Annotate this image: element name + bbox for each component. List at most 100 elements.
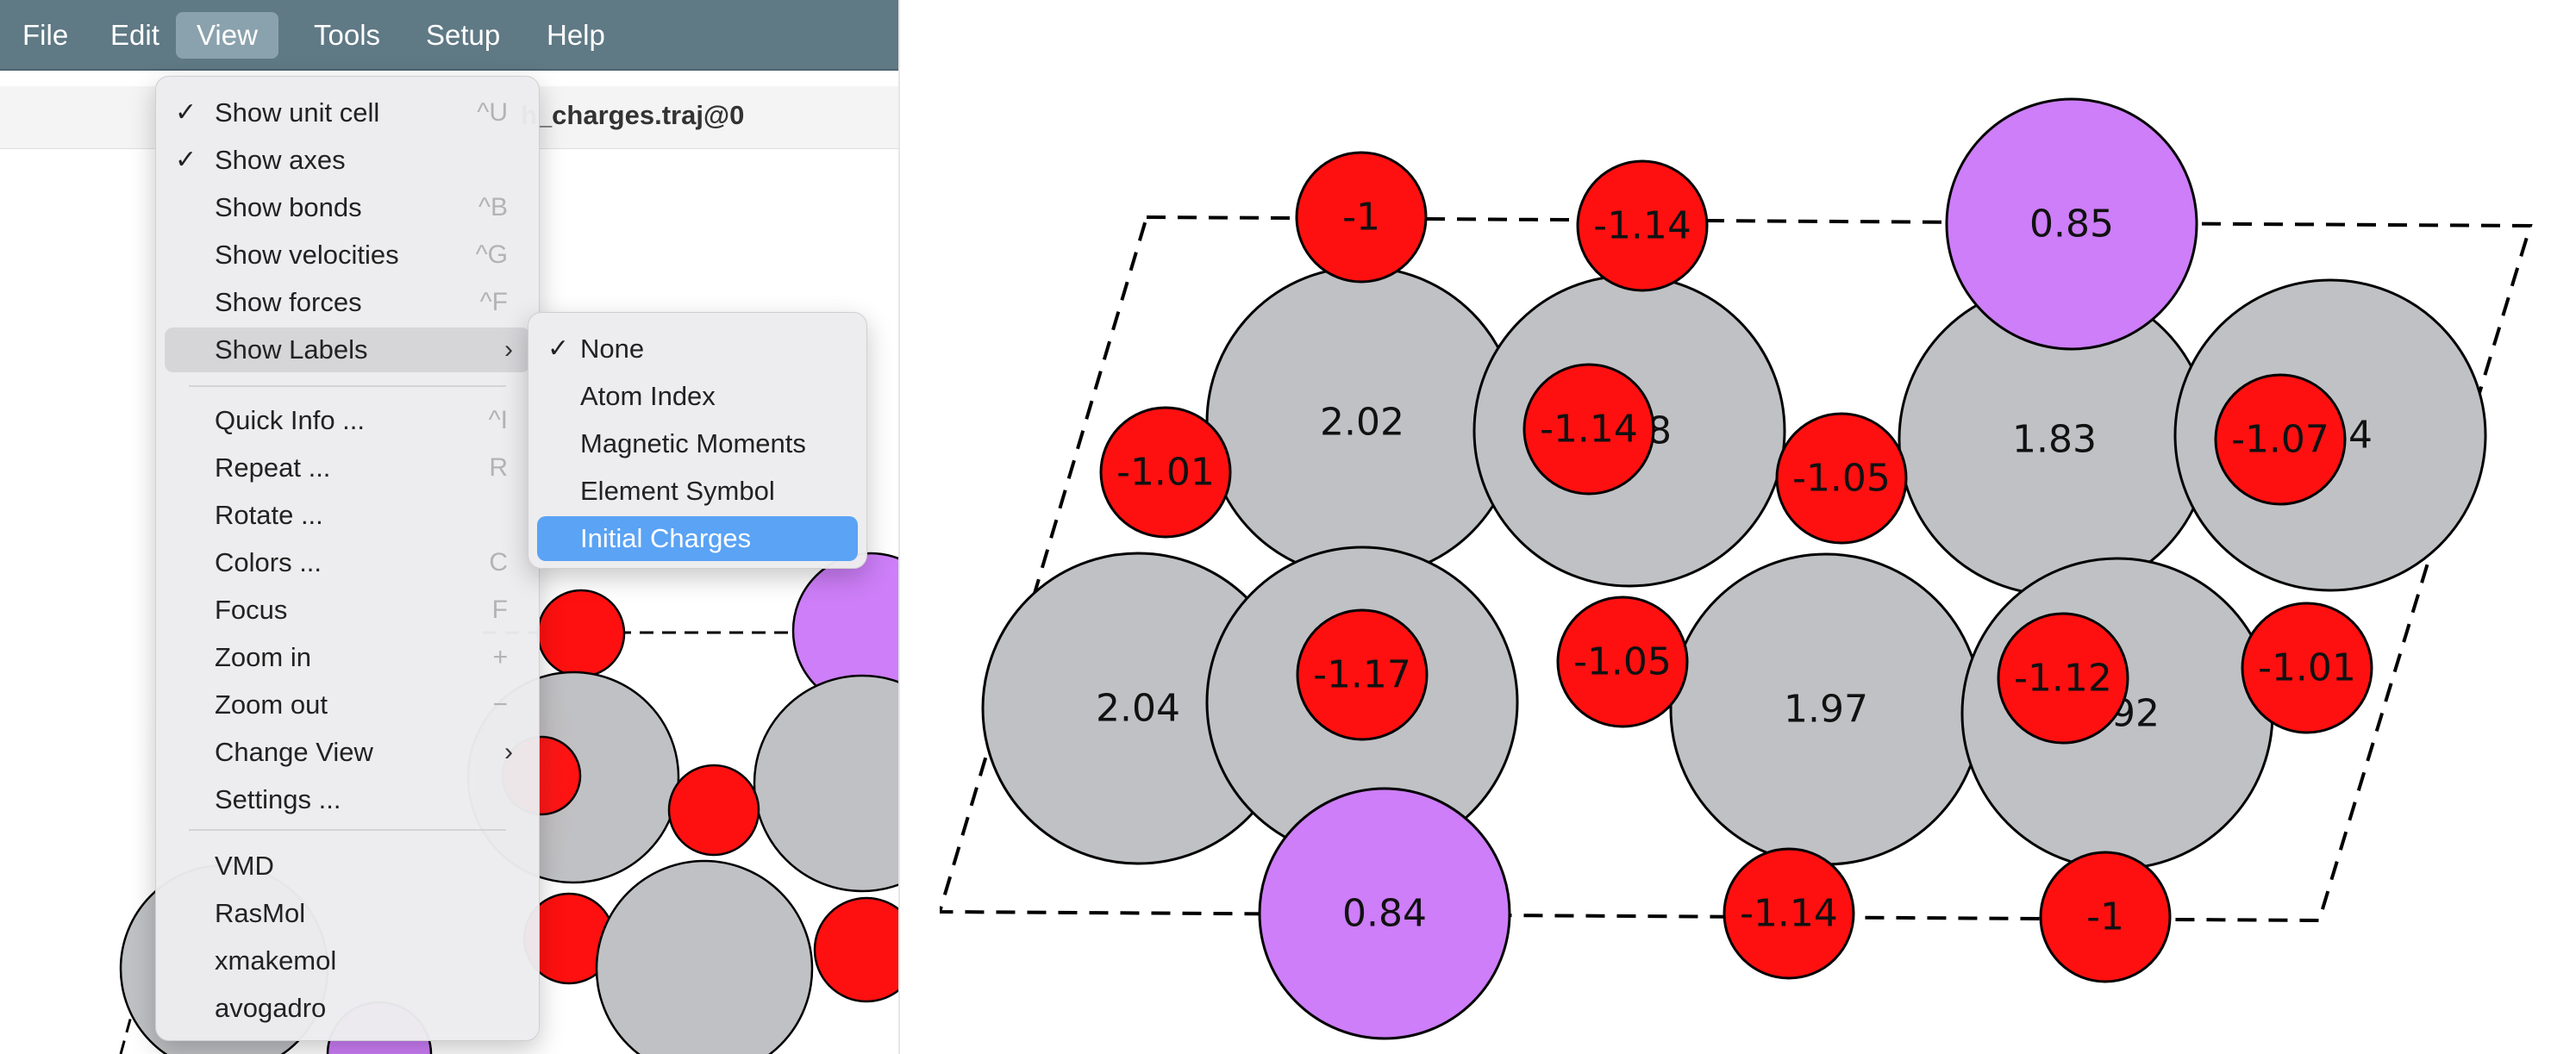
menu-item-show-axes[interactable]: ✓ Show axes <box>165 138 530 183</box>
menu-item-label: Change View <box>215 737 373 767</box>
menu-item-label: Show unit cell <box>215 97 380 128</box>
charge-label: -1.01 <box>1116 451 1215 495</box>
charge-label: 1.97 <box>1784 688 1868 732</box>
atom-circle[interactable] <box>595 859 814 1054</box>
submenu-item-none[interactable]: ✓ None <box>537 327 858 371</box>
menu-item-vmd[interactable]: VMD <box>165 844 530 889</box>
menu-item-settings[interactable]: Settings ... <box>165 777 530 822</box>
menu-item-label: Quick Info ... <box>215 405 366 435</box>
menu-item-rasmol[interactable]: RasMol <box>165 891 530 936</box>
atom-red[interactable] <box>1296 608 1429 741</box>
submenu-item-element-symbol[interactable]: Element Symbol <box>537 469 858 514</box>
menu-item-label: Show velocities <box>215 240 399 270</box>
menu-item-show-forces[interactable]: Show forces ^F <box>165 280 530 325</box>
menu-item-label: Element Symbol <box>580 476 775 506</box>
atom-circle[interactable] <box>753 674 898 893</box>
charge-label: -1.12 <box>2014 657 2112 701</box>
menu-item-label: avogadro <box>215 993 327 1023</box>
atom-red[interactable] <box>1099 406 1232 539</box>
atom-red[interactable] <box>2241 602 2373 734</box>
atom-purple[interactable] <box>1258 787 1511 1040</box>
menu-item-label: Zoom in <box>215 642 311 672</box>
charge-label: -1.07 <box>2231 418 2329 462</box>
check-icon: ✓ <box>175 98 197 127</box>
menu-item-change-view[interactable]: Change View › <box>165 730 530 775</box>
menu-item-label: Show Labels <box>215 334 368 365</box>
submenu-item-initial-charges[interactable]: Initial Charges <box>537 516 858 561</box>
menu-item-shortcut: + <box>492 643 508 671</box>
charge-label: -1.17 <box>1313 653 1411 697</box>
atom-red[interactable] <box>1556 596 1689 728</box>
atom-circle[interactable] <box>667 764 760 857</box>
menu-help[interactable]: Help <box>547 19 605 51</box>
menu-item-rotate[interactable]: Rotate ... <box>165 493 530 538</box>
atom-red[interactable] <box>2039 851 2172 983</box>
menu-bar: File Edit View Tools Setup Help <box>0 0 898 71</box>
menu-item-show-velocities[interactable]: Show velocities ^G <box>165 233 530 278</box>
menu-view[interactable]: View <box>176 12 278 59</box>
charge-label: -1.14 <box>1740 892 1838 936</box>
atom-red[interactable] <box>1775 412 1908 545</box>
chevron-right-icon: › <box>504 738 513 766</box>
menu-item-shortcut: − <box>492 690 508 719</box>
check-icon: ✓ <box>547 334 570 363</box>
submenu-item-atom-index[interactable]: Atom Index <box>537 374 858 419</box>
menu-item-colors[interactable]: Colors ... C <box>165 540 530 585</box>
atom-red[interactable] <box>1997 612 2129 745</box>
menu-item-show-unit-cell[interactable]: ✓ Show unit cell ^U <box>165 90 530 135</box>
menu-item-avogadro[interactable]: avogadro <box>165 986 530 1031</box>
menu-item-label: Atom Index <box>580 381 716 411</box>
atom-red[interactable] <box>1723 847 1855 980</box>
menu-item-label: Settings ... <box>215 784 341 814</box>
atom-red[interactable] <box>2214 373 2347 506</box>
atom-red[interactable] <box>1295 151 1428 284</box>
menu-item-label: None <box>580 334 645 364</box>
atom-circle[interactable] <box>536 589 626 678</box>
menu-item-label: Show axes <box>215 145 346 175</box>
check-icon: ✓ <box>175 146 197 174</box>
charge-label: -1.05 <box>1573 640 1672 684</box>
charge-label: -1.14 <box>1540 408 1638 452</box>
menu-tools[interactable]: Tools <box>314 19 381 51</box>
atom-circle[interactable] <box>813 896 898 1003</box>
menu-item-shortcut: ^I <box>488 406 508 434</box>
submenu-item-magnetic-moments[interactable]: Magnetic Moments <box>537 421 858 466</box>
menu-item-label: xmakemol <box>215 945 337 976</box>
charge-label: -1.05 <box>1792 457 1891 501</box>
menu-item-label: Show bonds <box>215 192 362 222</box>
view-menu: ✓ Show unit cell ^U ✓ Show axes Show bon… <box>155 76 540 1041</box>
menu-item-zoom-in[interactable]: Zoom in + <box>165 635 530 680</box>
menu-item-quick-info[interactable]: Quick Info ... ^I <box>165 398 530 443</box>
atom-red[interactable] <box>1522 363 1655 496</box>
panel-divider <box>898 0 900 1054</box>
menu-item-show-labels[interactable]: Show Labels › <box>165 327 530 372</box>
charge-label: -1 <box>1342 196 1380 240</box>
menu-item-label: Colors ... <box>215 547 322 577</box>
atom-red[interactable] <box>1576 159 1709 292</box>
menu-file[interactable]: File <box>22 19 69 51</box>
charge-label: -1 <box>2086 895 2124 939</box>
menu-item-label: Show forces <box>215 287 362 317</box>
menu-item-label: Initial Charges <box>580 523 752 553</box>
menu-item-label: Zoom out <box>215 689 328 720</box>
menu-item-xmakemol[interactable]: xmakemol <box>165 939 530 983</box>
menu-item-show-bonds[interactable]: Show bonds ^B <box>165 185 530 230</box>
menu-edit[interactable]: Edit <box>110 19 159 51</box>
structure-view[interactable]: 2.021.981.831.942.041.921.971.92 0.850.8… <box>940 0 2576 1054</box>
menu-item-repeat[interactable]: Repeat ... R <box>165 446 530 490</box>
menu-item-zoom-out[interactable]: Zoom out − <box>165 683 530 727</box>
menu-item-label: Focus <box>215 595 288 625</box>
menu-item-focus[interactable]: Focus F <box>165 588 530 633</box>
label-layer: 0.85 0.84 -1 -1.14 -1.01 -1.14 -1.05 -1.07 -1.17… <box>1116 196 2356 939</box>
menu-item-label: Repeat ... <box>215 452 331 483</box>
menu-item-shortcut: F <box>491 596 508 624</box>
atom-purple[interactable] <box>1945 97 2198 351</box>
chevron-right-icon: › <box>504 335 513 364</box>
file-title: h_charges.traj@0 <box>521 100 745 130</box>
atom-layer: 2.021.981.831.942.041.921.971.92 <box>981 97 2487 1040</box>
menu-item-shortcut: ^B <box>478 193 508 221</box>
ase-gui-window: File Edit View Tools Setup Help h_charge… <box>0 0 898 1054</box>
menu-setup[interactable]: Setup <box>426 19 501 51</box>
charge-label: 0.84 <box>1342 892 1427 936</box>
menu-separator <box>189 385 506 387</box>
